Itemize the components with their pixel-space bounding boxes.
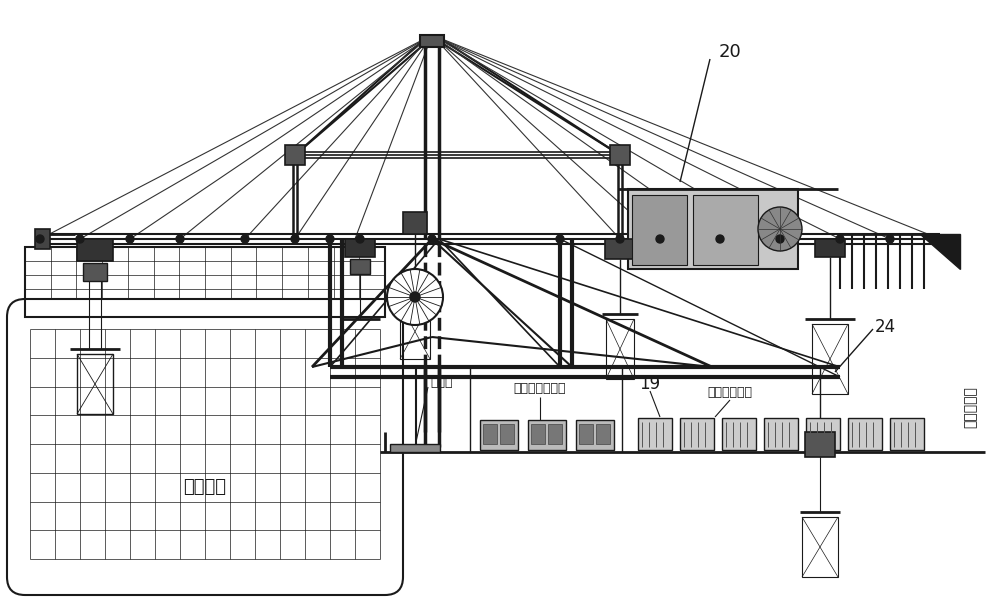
Circle shape (886, 235, 894, 243)
Bar (77, 354, 113, 414)
Circle shape (616, 235, 624, 243)
Bar (890, 418, 924, 450)
Text: 舵盖板: 舵盖板 (430, 376, 452, 388)
Circle shape (76, 235, 84, 243)
Bar (25, 247, 385, 317)
Polygon shape (920, 234, 960, 269)
Circle shape (716, 235, 724, 243)
Bar (345, 239, 375, 257)
Circle shape (241, 235, 249, 243)
Bar (390, 444, 440, 452)
Text: 集装筱船: 集装筱船 (184, 478, 226, 496)
Circle shape (758, 207, 802, 251)
Circle shape (126, 235, 134, 243)
Bar (500, 424, 514, 444)
Bar (722, 418, 756, 450)
Bar (77, 239, 113, 261)
Bar (680, 418, 714, 450)
Circle shape (356, 235, 364, 243)
Bar (483, 424, 497, 444)
Bar (606, 319, 634, 379)
Bar (628, 189, 798, 269)
Text: 装卸船作业区: 装卸船作业区 (708, 385, 753, 399)
Text: 19: 19 (639, 375, 661, 393)
Circle shape (36, 235, 44, 243)
Bar (802, 517, 838, 577)
Circle shape (776, 235, 784, 243)
Bar (350, 259, 370, 274)
Circle shape (387, 269, 443, 325)
Bar (764, 418, 798, 450)
Text: 水平运输区: 水平运输区 (963, 386, 977, 428)
Bar (403, 212, 427, 234)
Text: 24: 24 (875, 318, 896, 336)
Bar (400, 304, 430, 359)
Bar (420, 35, 444, 47)
Circle shape (291, 235, 299, 243)
Bar (632, 195, 687, 265)
Circle shape (556, 235, 564, 243)
Circle shape (836, 235, 844, 243)
Bar (693, 195, 758, 265)
Bar (576, 420, 614, 450)
Bar (35, 229, 50, 249)
Bar (815, 239, 845, 257)
Circle shape (410, 292, 420, 302)
Bar (285, 145, 305, 165)
Bar (806, 418, 840, 450)
FancyBboxPatch shape (7, 299, 403, 595)
Bar (528, 420, 566, 450)
Text: 20: 20 (719, 43, 741, 61)
Text: 特种筱运输通道: 特种筱运输通道 (514, 382, 566, 396)
Bar (480, 420, 518, 450)
Bar (638, 418, 672, 450)
Circle shape (176, 235, 184, 243)
Bar (812, 324, 848, 394)
Circle shape (656, 235, 664, 243)
Circle shape (326, 235, 334, 243)
Bar (83, 263, 107, 281)
Bar (531, 424, 545, 444)
Bar (579, 424, 593, 444)
Bar (548, 424, 562, 444)
Bar (848, 418, 882, 450)
Bar (805, 432, 835, 457)
Bar (610, 145, 630, 165)
Bar (605, 239, 635, 259)
Bar (596, 424, 610, 444)
Circle shape (428, 235, 436, 243)
Circle shape (936, 235, 944, 243)
